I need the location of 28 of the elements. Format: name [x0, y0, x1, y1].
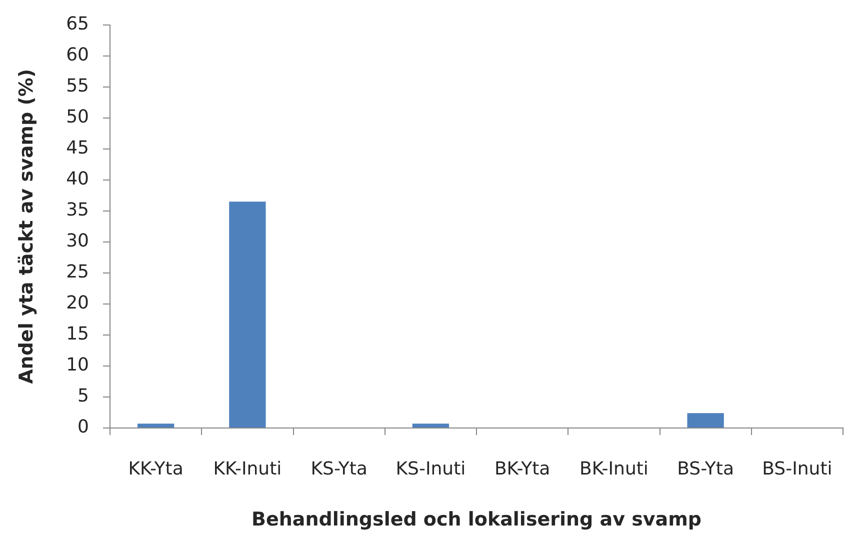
- y-tick-label: 40: [66, 168, 89, 190]
- y-tick-label: 0: [78, 416, 89, 438]
- x-tick-label: BS-Inuti: [762, 458, 832, 480]
- y-tick-label: 45: [66, 138, 89, 159]
- bar: [687, 413, 724, 428]
- y-tick-label: 55: [66, 76, 89, 97]
- y-tick-label: 5: [78, 386, 89, 407]
- x-axis-title: Behandlingsled och lokalisering av svamp: [252, 508, 702, 531]
- y-tick-label: 50: [66, 106, 89, 128]
- y-tick-label: 25: [66, 262, 89, 283]
- y-tick-label: 15: [66, 324, 89, 345]
- y-tick-label: 35: [66, 200, 89, 221]
- x-tick-label: BS-Yta: [677, 458, 734, 480]
- x-tick-label: KS-Inuti: [396, 458, 466, 480]
- y-tick-label: 20: [66, 292, 89, 314]
- y-tick-label: 60: [66, 44, 89, 66]
- y-tick-label: 30: [66, 230, 89, 252]
- x-tick-label: KK-Inuti: [213, 458, 282, 480]
- x-tick-label: KS-Yta: [310, 458, 368, 480]
- x-tick-label: KK-Yta: [128, 458, 184, 480]
- x-tick-label: BK-Yta: [494, 458, 550, 480]
- x-tick-label: BK-Inuti: [579, 458, 648, 480]
- y-axis-title: Andel yta täckt av svamp (%): [15, 68, 38, 384]
- bar: [137, 424, 174, 428]
- bar: [229, 202, 266, 428]
- bar: [412, 424, 450, 428]
- y-tick-label: 65: [66, 13, 89, 34]
- y-tick-label: 10: [66, 354, 89, 376]
